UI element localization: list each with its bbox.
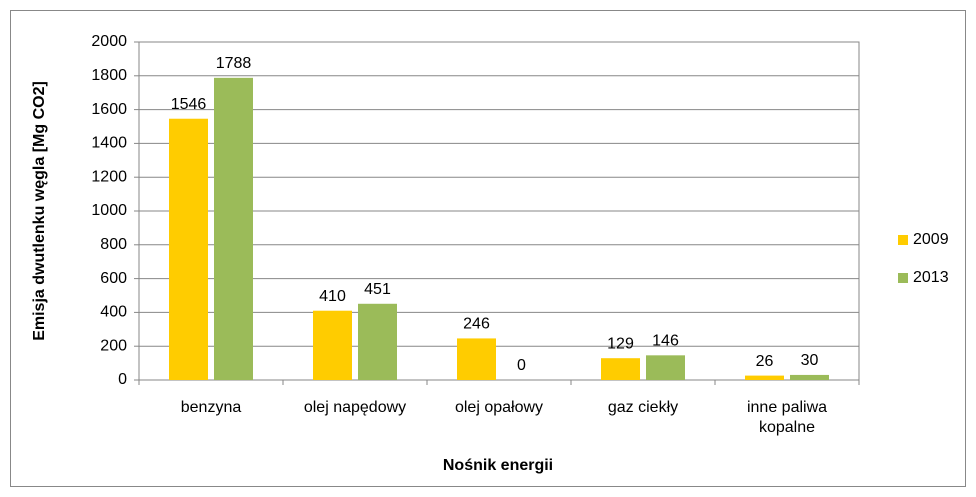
value-label: 146 (652, 333, 679, 350)
y-tick-label: 2000 (91, 33, 127, 50)
value-label: 1546 (171, 96, 207, 113)
y-tick-label: 600 (100, 270, 127, 287)
y-axis-title: Emisja dwutlenku węgla [Mg CO2] (31, 81, 48, 341)
plot-border (138, 41, 860, 381)
value-label: 410 (319, 288, 346, 305)
bar (358, 303, 397, 380)
y-tick-label: 1800 (91, 67, 127, 84)
value-label: 246 (463, 316, 490, 333)
bar (457, 338, 496, 380)
x-tick-label: inne paliwa kopalne (746, 399, 828, 436)
bar (601, 358, 640, 380)
bar (646, 355, 685, 380)
legend-label: 2013 (913, 269, 949, 286)
value-label: 1788 (216, 55, 252, 72)
value-label: 0 (517, 357, 526, 374)
value-label: 451 (364, 281, 391, 298)
y-tick-label: 1600 (91, 101, 127, 118)
value-label: 129 (607, 335, 634, 352)
y-tick-label: 400 (100, 304, 127, 321)
x-tick-label: olej napędowy (303, 399, 407, 416)
x-tick-label: gaz ciekły (607, 399, 679, 416)
y-tick-label: 1200 (91, 168, 127, 185)
y-tick-label: 200 (100, 337, 127, 354)
legend-swatch (898, 273, 908, 283)
bar (745, 375, 784, 380)
x-tick-label: olej opałowy (454, 399, 544, 416)
y-tick-label: 0 (118, 371, 127, 388)
bar (214, 77, 253, 380)
y-tick-label: 1400 (91, 135, 127, 152)
x-tick-label: benzyna (180, 399, 242, 416)
bar (313, 310, 352, 380)
legend-swatch (898, 235, 908, 245)
y-tick-label: 1000 (91, 202, 127, 219)
x-axis-title: Nośnik energii (443, 457, 553, 474)
bar (169, 118, 208, 380)
bar (790, 374, 829, 380)
legend-label: 2009 (913, 231, 949, 248)
value-label: 26 (756, 353, 774, 370)
y-tick-label: 800 (100, 236, 127, 253)
value-label: 30 (801, 352, 819, 369)
